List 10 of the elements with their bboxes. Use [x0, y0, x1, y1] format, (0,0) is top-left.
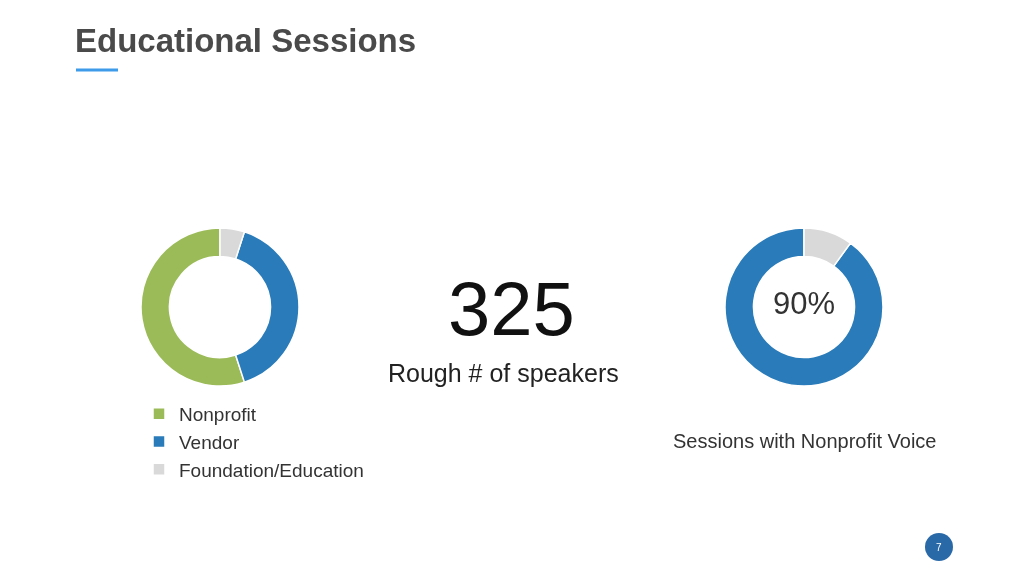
- text: 7: [936, 542, 942, 553]
- legend-label: Vendor: [179, 431, 240, 453]
- text: 90%: [773, 286, 836, 321]
- text: Sessions with Nonprofit Voice: [673, 430, 937, 452]
- text: Educational Sessions: [75, 21, 417, 59]
- legend-label: Nonprofit: [179, 404, 257, 426]
- text: 325: [448, 266, 575, 351]
- donut-slice: [724, 227, 884, 387]
- legend-label: Foundation/Education: [179, 459, 364, 481]
- text: Rough # of speakers: [388, 359, 619, 387]
